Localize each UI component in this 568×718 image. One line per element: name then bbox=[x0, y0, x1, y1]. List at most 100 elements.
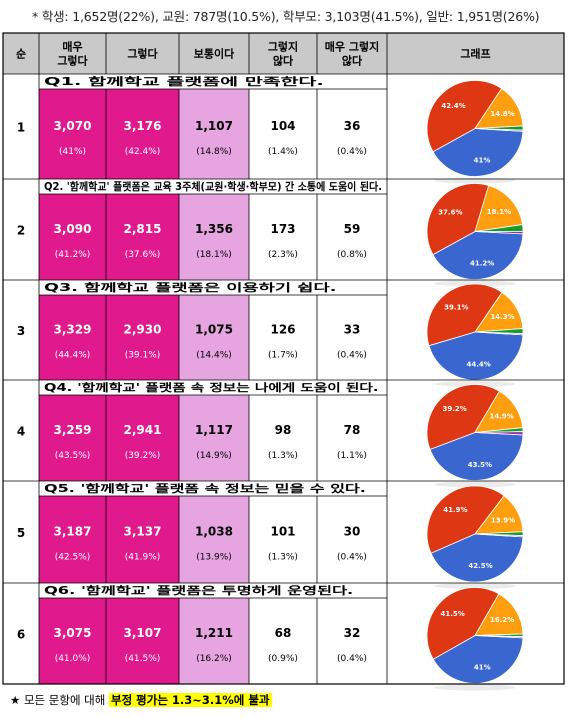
agree-percent: (37.6%) bbox=[125, 250, 161, 260]
very-agree-percent: (44.4%) bbox=[55, 351, 91, 361]
agree-count: 2,930 bbox=[124, 323, 162, 337]
neutral-percent: (18.1%) bbox=[196, 250, 232, 260]
very-agree-percent: (41.0%) bbox=[55, 654, 91, 664]
positive-cells-bg bbox=[39, 496, 179, 583]
row-number: 6 bbox=[17, 628, 25, 642]
agree-count: 2,815 bbox=[124, 222, 162, 236]
pie-shadow bbox=[434, 177, 516, 184]
very-agree-percent: (41%) bbox=[59, 147, 86, 157]
neutral-cell-bg bbox=[179, 295, 249, 380]
pie-label-neutral: 16.2% bbox=[490, 616, 514, 624]
row-number: 3 bbox=[17, 324, 25, 338]
pie-chart: 44.4% 39.1% 14.3% bbox=[426, 283, 524, 381]
header-agree: 그렇다 bbox=[127, 47, 158, 61]
header-very-disagree: 매우 그렇지 bbox=[325, 40, 379, 54]
header-disagree: 않다 bbox=[273, 54, 294, 68]
neutral-percent: (16.2%) bbox=[196, 654, 232, 664]
pie-slice-neutral bbox=[474, 593, 524, 636]
pie-label-very-agree: 42.5% bbox=[468, 562, 492, 570]
agree-count: 3,137 bbox=[124, 525, 162, 539]
very-agree-count: 3,070 bbox=[54, 119, 92, 133]
neutral-count: 1,211 bbox=[195, 626, 233, 640]
pie-slice-very-disagree bbox=[474, 431, 524, 436]
pie-label-neutral: 14.9% bbox=[490, 412, 514, 420]
very-disagree-percent: (0.4%) bbox=[337, 351, 367, 361]
disagree-percent: (1.4%) bbox=[268, 147, 298, 157]
neutral-count: 1,356 bbox=[195, 222, 233, 236]
pie-shadow bbox=[434, 481, 516, 488]
pie-chart: 41% 42.4% 14.8% bbox=[426, 80, 524, 177]
question-text: Q1. 함께학교 플랫폼에 만족한다. bbox=[44, 75, 324, 88]
header-very-disagree: 않다 bbox=[342, 54, 363, 68]
respondent-note: * 학생: 1,652명(22%), 교원: 787명(10.5%), 학부모:… bbox=[32, 9, 540, 24]
pie-label-neutral: 14.8% bbox=[490, 110, 514, 118]
pie-slice-very-disagree bbox=[474, 635, 524, 639]
pie-slice-agree bbox=[426, 384, 500, 450]
row-number: 1 bbox=[17, 121, 25, 135]
positive-cells-bg bbox=[39, 194, 179, 280]
star-icon: ★ bbox=[10, 693, 21, 707]
pie-label-very-agree: 43.5% bbox=[468, 461, 492, 469]
pie-label-agree: 42.4% bbox=[441, 102, 465, 110]
pie-label-agree: 41.9% bbox=[443, 506, 467, 514]
very-agree-count: 3,329 bbox=[54, 323, 92, 337]
pie-shadow bbox=[434, 280, 516, 287]
very-disagree-percent: (0.4%) bbox=[337, 654, 367, 664]
footer-highlight-text: 부정 평가는 1.3~3.1%에 불과 bbox=[109, 693, 272, 707]
pie-slice-very-disagree bbox=[474, 128, 524, 132]
very-agree-percent: (43.5%) bbox=[55, 451, 91, 461]
pie-label-neutral: 18.1% bbox=[487, 208, 511, 216]
neutral-count: 1,075 bbox=[195, 323, 233, 337]
footer-lead-text: 모든 문항에 대해 bbox=[23, 693, 109, 707]
very-agree-percent: (42.5%) bbox=[55, 553, 91, 563]
disagree-count: 104 bbox=[270, 119, 295, 133]
pie-chart: 43.5% 39.2% 14.9% bbox=[426, 384, 524, 481]
table-row bbox=[39, 294, 387, 380]
disagree-percent: (1.7%) bbox=[268, 351, 298, 361]
pie-slice-very-disagree bbox=[474, 231, 524, 235]
pie-slice-very-disagree bbox=[474, 331, 524, 336]
very-disagree-count: 32 bbox=[344, 626, 361, 640]
pie-slice-agree bbox=[426, 80, 503, 153]
row-number: 5 bbox=[17, 526, 25, 540]
very-disagree-percent: (1.1%) bbox=[337, 451, 367, 461]
row-number: 4 bbox=[17, 425, 25, 439]
disagree-percent: (0.9%) bbox=[268, 654, 298, 664]
pie-slice-agree bbox=[426, 587, 500, 660]
pie-slice-very-agree bbox=[432, 635, 524, 684]
pie-slice-agree bbox=[426, 183, 490, 256]
agree-percent: (42.4%) bbox=[125, 147, 161, 157]
pie-label-agree: 37.6% bbox=[438, 209, 462, 217]
pie-shadow bbox=[434, 684, 516, 691]
pie-slice-very-agree bbox=[429, 432, 524, 481]
question-text: Q5. '함께학교' 플랫폼 속 정보는 믿을 수 있다. bbox=[44, 482, 366, 495]
neutral-count: 1,038 bbox=[195, 525, 233, 539]
header-no: 순 bbox=[16, 48, 26, 61]
pie-label-agree: 39.2% bbox=[442, 405, 466, 413]
disagree-percent: (1.3%) bbox=[268, 553, 298, 563]
agree-percent: (39.1%) bbox=[125, 351, 161, 361]
positive-cells-bg bbox=[39, 89, 179, 179]
neutral-cell-bg bbox=[179, 496, 249, 583]
agree-percent: (41.5%) bbox=[125, 654, 161, 664]
pie-label-agree: 39.1% bbox=[444, 303, 468, 311]
agree-count: 2,941 bbox=[124, 423, 162, 437]
pie-chart: 41.2% 37.6% 18.1% bbox=[426, 183, 524, 280]
pie-chart: 42.5% 41.9% 13.9% bbox=[426, 485, 524, 583]
row-number: 2 bbox=[17, 224, 25, 238]
pie-shadow bbox=[434, 583, 516, 589]
very-disagree-count: 30 bbox=[344, 525, 361, 539]
positive-cells-bg bbox=[39, 295, 179, 380]
very-disagree-count: 59 bbox=[344, 222, 361, 236]
neutral-count: 1,107 bbox=[195, 119, 233, 133]
pie-slice-neutral bbox=[474, 184, 523, 232]
pie-slice-very-agree bbox=[432, 231, 524, 280]
neutral-percent: (14.9%) bbox=[196, 451, 232, 461]
neutral-cell-bg bbox=[179, 598, 249, 684]
table-row bbox=[39, 394, 387, 481]
pie-label-neutral: 14.3% bbox=[490, 313, 514, 321]
very-agree-count: 3,075 bbox=[54, 626, 92, 640]
very-disagree-count: 33 bbox=[344, 323, 361, 337]
very-disagree-percent: (0.8%) bbox=[337, 250, 367, 260]
pie-label-very-agree: 41% bbox=[474, 663, 491, 671]
